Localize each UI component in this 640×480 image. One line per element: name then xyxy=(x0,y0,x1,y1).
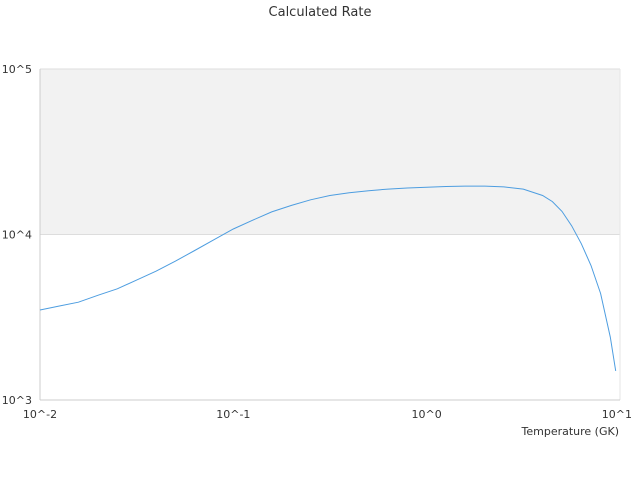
y-tick-label-1: 10^4 xyxy=(2,229,32,242)
x-axis-ticks: 10^-2 10^-1 10^0 10^1 xyxy=(23,408,632,421)
y-tick-label-2: 10^5 xyxy=(2,63,32,76)
x-tick-label-3: 10^1 xyxy=(602,408,632,421)
x-axis-label: Temperature (GK) xyxy=(521,425,620,438)
shaded-band xyxy=(40,69,620,235)
x-tick-label-1: 10^-1 xyxy=(216,408,250,421)
y-tick-label-0: 10^3 xyxy=(2,394,32,407)
x-tick-label-2: 10^0 xyxy=(412,408,442,421)
x-tick-label-0: 10^-2 xyxy=(23,408,57,421)
chart-title: Calculated Rate xyxy=(269,5,372,20)
y-axis-ticks: 10^3 10^4 10^5 xyxy=(2,63,32,407)
series-line xyxy=(39,185,617,371)
